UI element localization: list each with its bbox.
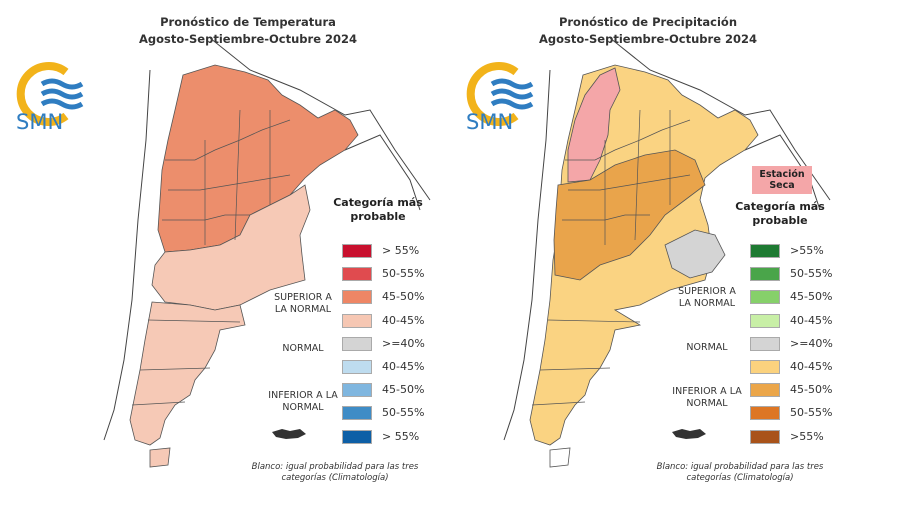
chile-coast-outline [103, 69, 151, 441]
precipitation-title-line2: Agosto-Septiembre-Octubre 2024 [538, 32, 758, 46]
malvinas-islands [672, 429, 706, 439]
smn-logo-text: SMN [466, 110, 514, 134]
legend-swatch [750, 336, 780, 351]
legend-label: >=40% [382, 336, 425, 350]
temperature-panel: Pronóstico de Temperatura Agosto-Septiem… [16, 14, 431, 483]
precip-group-normal: NORMAL [686, 342, 728, 353]
coast-detail-outline [744, 134, 821, 211]
temperature-map [103, 37, 431, 468]
temperature-legend-title: Categoría más probable [333, 196, 423, 223]
legend-label: 45-50% [790, 290, 833, 304]
temp-patagonia-region [129, 301, 246, 446]
legend-label: >=40% [790, 336, 833, 350]
legend-swatch [342, 313, 372, 328]
legend-swatch [750, 429, 780, 444]
dry-season-badge: Estación Seca [752, 166, 812, 194]
precip-group-superior: SUPERIOR A LA NORMAL [678, 286, 736, 309]
precip-normal-region [664, 229, 726, 279]
legend-swatch [342, 244, 372, 258]
temp-group-inferior: INFERIOR A LA NORMAL [268, 390, 338, 413]
legend-label: 40-45% [382, 360, 425, 373]
legend-label: 40-45% [790, 313, 833, 327]
temp-north-region [157, 64, 359, 253]
neighbour-border-outline [209, 37, 431, 201]
precip-dry-region [567, 67, 621, 183]
legend-swatch [342, 290, 372, 305]
legend-swatch [750, 267, 780, 282]
temp-group-superior: SUPERIOR A LA NORMAL [274, 292, 332, 315]
legend-label: > 55% [382, 244, 420, 257]
smn-logo-text: SMN [16, 110, 64, 134]
precip-group-inferior: INFERIOR A LA NORMAL [672, 386, 742, 409]
precipitation-map [503, 37, 831, 468]
precipitation-title: Pronóstico de Precipitación Agosto-Septi… [518, 14, 778, 48]
temperature-title-line1: Pronóstico de Temperatura [160, 15, 336, 29]
legend-swatch [750, 383, 780, 398]
legend-swatch [750, 313, 780, 328]
legend-label: 50-55% [382, 406, 425, 420]
legend-label: > 55% [382, 429, 420, 443]
smn-logo-icon [466, 62, 534, 126]
temperature-title-line2: Agosto-Septiembre-Octubre 2024 [138, 32, 358, 46]
legend-swatch [342, 406, 372, 421]
temperature-title: Pronóstico de Temperatura Agosto-Septiem… [118, 14, 378, 48]
precipitation-note: Blanco: igual probabilidad para las tres… [656, 462, 824, 483]
legend-label: 40-45% [382, 313, 425, 327]
legend-label: 50-55% [790, 406, 833, 420]
legend-label: 45-50% [790, 383, 833, 397]
malvinas-islands [272, 429, 306, 439]
temperature-note: Blanco: igual probabilidad para las tres… [251, 462, 419, 483]
legend-label: >55% [790, 429, 824, 443]
chile-coast-outline [503, 69, 551, 441]
tierra-del-fuego [549, 447, 571, 468]
smn-logo-icon [16, 62, 84, 126]
legend-label: 40-45% [790, 360, 833, 373]
legend-swatch [750, 360, 780, 374]
legend-swatch [342, 383, 372, 398]
legend-label: 45-50% [382, 290, 425, 304]
neighbour-border-outline [609, 37, 831, 201]
legend-label: 45-50% [382, 383, 425, 397]
legend-swatch [342, 360, 372, 374]
legend-swatch [750, 244, 780, 258]
legend-swatch [342, 267, 372, 282]
legend-swatch [342, 336, 372, 351]
legend-label: 50-55% [382, 267, 425, 281]
legend-label: >55% [790, 244, 824, 257]
precipitation-title-line1: Pronóstico de Precipitación [558, 15, 738, 29]
legend-swatch [750, 290, 780, 305]
temp-group-normal: NORMAL [282, 343, 324, 354]
precipitation-panel: Pronóstico de Precipitación Agosto-Septi… [450, 0, 900, 513]
coast-detail-outline [344, 134, 421, 211]
legend-swatch [750, 406, 780, 421]
precipitation-legend-title: Categoría más probable [735, 200, 825, 227]
tierra-del-fuego [149, 447, 171, 468]
legend-label: 50-55% [790, 267, 833, 281]
temp-central-region [151, 184, 311, 311]
legend-swatch [342, 429, 372, 444]
